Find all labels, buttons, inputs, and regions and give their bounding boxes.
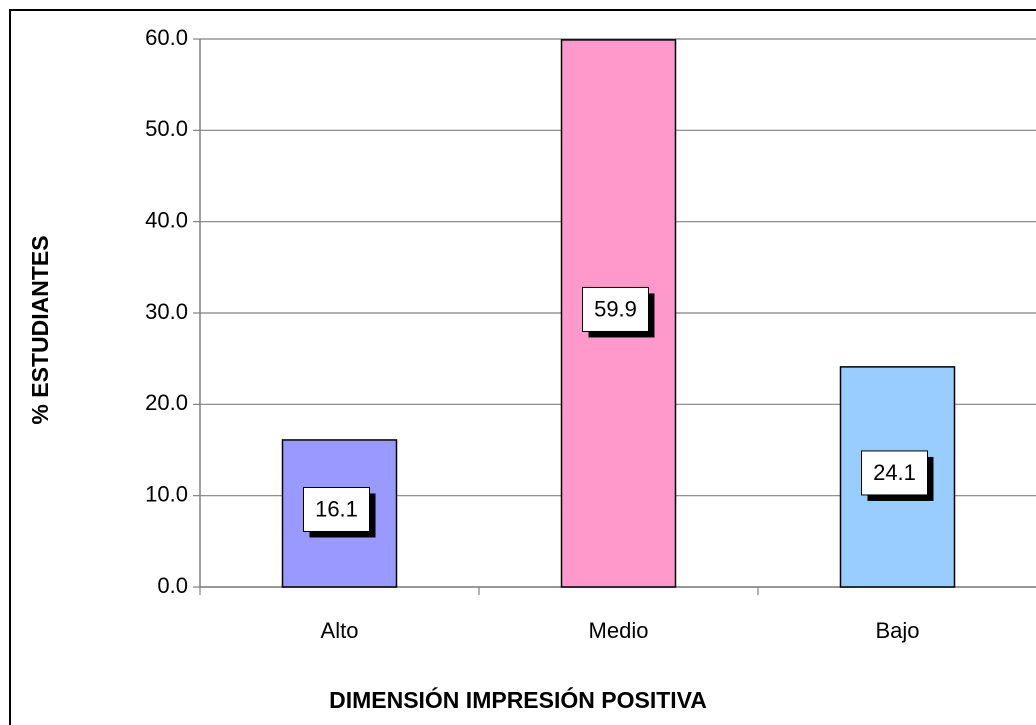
y-axis-title: % ESTUDIANTES [27, 235, 53, 424]
data-label-box [582, 286, 649, 332]
y-tick-label: 40.0 [145, 207, 188, 232]
data-label: 59.9 [594, 296, 637, 321]
data-label-box [303, 486, 370, 532]
y-tick-label: 50.0 [145, 116, 188, 141]
x-tick-label: Alto [321, 618, 359, 643]
y-tick-label: 60.0 [145, 25, 188, 50]
x-tick-label: Medio [589, 618, 649, 643]
data-label: 16.1 [315, 496, 358, 521]
data-label-box [861, 450, 928, 496]
y-tick-label: 30.0 [145, 299, 188, 324]
y-tick-label: 0.0 [157, 573, 188, 598]
x-tick-label: Bajo [875, 618, 919, 643]
x-axis-title: DIMENSIÓN IMPRESIÓN POSITIVA [329, 686, 707, 713]
y-tick-label: 20.0 [145, 390, 188, 415]
y-tick-label: 10.0 [145, 481, 188, 506]
data-label: 24.1 [873, 460, 916, 485]
